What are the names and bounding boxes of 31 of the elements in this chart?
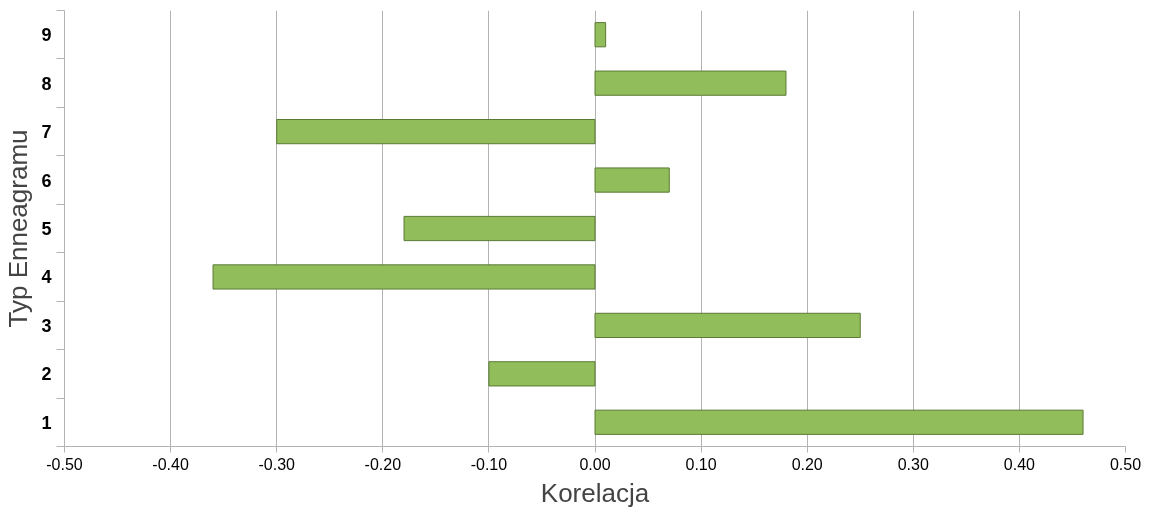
y-tick-label: 2 (41, 364, 52, 385)
bar (594, 167, 670, 193)
x-tick-label: 0.50 (1109, 455, 1142, 473)
y-tick-label: 7 (41, 122, 52, 143)
x-tick-label: 0.00 (579, 455, 611, 473)
bar (594, 312, 861, 338)
y-tick-label: 1 (41, 412, 52, 433)
bar (403, 215, 596, 242)
bar (594, 70, 787, 96)
bar (212, 264, 596, 290)
x-tick-label: -0.40 (152, 455, 189, 473)
x-tick-label: -0.20 (364, 455, 402, 473)
bar (594, 409, 1084, 435)
x-tick-label: 0.10 (685, 455, 717, 473)
x-tick-label: 0.30 (897, 455, 929, 473)
x-tick-label: -0.10 (470, 455, 508, 473)
x-tick-label: 0.20 (791, 455, 823, 473)
y-tick-label: 9 (41, 25, 52, 46)
y-tick-label: 4 (41, 267, 52, 288)
bar (594, 22, 607, 48)
bar (488, 361, 596, 387)
bar (276, 119, 596, 145)
y-tick-label: 3 (41, 315, 52, 336)
x-axis-title: Korelacja (540, 477, 650, 508)
y-tick-label: 6 (41, 170, 52, 191)
y-tick-label: 5 (41, 219, 52, 239)
x-tick-label: -0.50 (46, 455, 83, 473)
y-tick-label: 8 (41, 73, 52, 94)
x-tick-label: -0.30 (258, 455, 296, 473)
y-axis-title: Typ Enneagramu (3, 129, 34, 328)
x-tick-label: 0.40 (1003, 455, 1036, 473)
